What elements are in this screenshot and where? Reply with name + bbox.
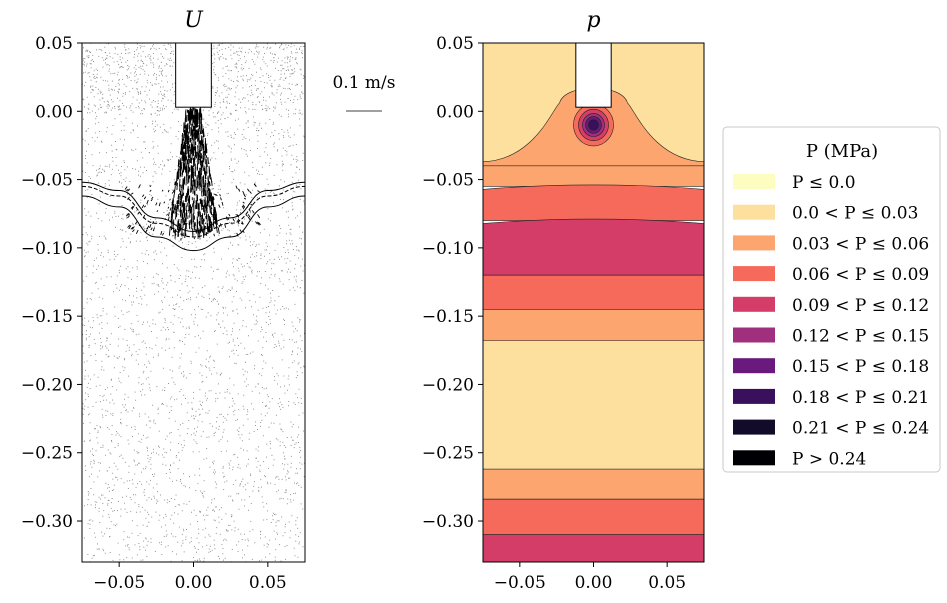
pressure-x-tick-label: 0.00 bbox=[575, 573, 613, 593]
legend-label: P ≤ 0.0 bbox=[792, 173, 856, 193]
velocity-front-curves bbox=[82, 181, 305, 252]
velocity-panel: U 0.05 0.00 −0.05 −0.10 −0.15 −0.20 −0.25 −0.30… bbox=[21, 8, 306, 593]
legend-label: 0.15 < P ≤ 0.18 bbox=[792, 357, 929, 377]
legend-label: 0.03 < P ≤ 0.06 bbox=[792, 234, 929, 254]
legend-swatch bbox=[733, 450, 775, 466]
velocity-y-tick-label: −0.20 bbox=[21, 375, 73, 395]
velocity-x-tick-label: 0.00 bbox=[175, 573, 213, 593]
pressure-contour-bands bbox=[483, 43, 704, 562]
legend-label: P > 0.24 bbox=[792, 449, 866, 469]
pressure-y-axis: 0.05 0.00 −0.05 −0.10 −0.15 −0.20 −0.25 −0.30 bbox=[422, 34, 483, 532]
velocity-x-tick-label: −0.05 bbox=[93, 573, 145, 593]
velocity-y-tick-label: 0.00 bbox=[35, 102, 73, 122]
pressure-y-tick-label: 0.00 bbox=[436, 102, 474, 122]
legend-swatch bbox=[733, 419, 775, 435]
velocity-y-tick-label: −0.25 bbox=[21, 444, 73, 464]
pressure-band bbox=[483, 274, 704, 310]
velocity-scale-label: 0.1 m/s bbox=[332, 73, 395, 93]
legend-swatch bbox=[733, 327, 775, 343]
pressure-y-tick-label: −0.15 bbox=[422, 307, 474, 327]
legend-label: 0.09 < P ≤ 0.12 bbox=[792, 296, 929, 316]
legend-swatch bbox=[733, 296, 775, 312]
pressure-y-tick-label: −0.05 bbox=[422, 171, 474, 191]
velocity-y-tick-label: −0.10 bbox=[21, 239, 73, 259]
pressure-legend: P (MPa) P ≤ 0.0 0.0 < P ≤ 0.03 0.03 < P ≤ … bbox=[722, 126, 941, 473]
pressure-panel: p 0.05 0.00 −0.05 −0.10 −0.15 −0.20 −0.25 −0.30… bbox=[422, 8, 705, 593]
pressure-x-tick-label: 0.05 bbox=[648, 573, 686, 593]
pressure-y-tick-label: 0.05 bbox=[436, 34, 474, 54]
pressure-band bbox=[483, 534, 704, 562]
pressure-band bbox=[483, 309, 704, 342]
pressure-tip-ring bbox=[588, 119, 599, 131]
legend-swatch bbox=[733, 204, 775, 220]
legend-entries: P ≤ 0.0 0.0 < P ≤ 0.03 0.03 < P ≤ 0.06 0.06… bbox=[733, 173, 929, 469]
velocity-y-axis: 0.05 0.00 −0.05 −0.10 −0.15 −0.20 −0.25 −0.30 bbox=[21, 34, 82, 532]
legend-label: 0.06 < P ≤ 0.09 bbox=[792, 265, 929, 285]
velocity-front-curve bbox=[82, 181, 305, 232]
pressure-panel-title: p bbox=[586, 8, 600, 33]
legend-label: 0.21 < P ≤ 0.24 bbox=[792, 419, 929, 439]
velocity-panel-title: U bbox=[184, 8, 204, 33]
pressure-band bbox=[483, 184, 704, 221]
legend-swatch bbox=[733, 358, 775, 374]
velocity-scale-key: 0.1 m/s bbox=[332, 73, 396, 112]
velocity-front-curve bbox=[82, 195, 305, 252]
velocity-nozzle bbox=[175, 42, 212, 108]
velocity-jet-vectors bbox=[124, 107, 261, 241]
legend-label: 0.0 < P ≤ 0.03 bbox=[792, 204, 918, 224]
velocity-y-tick-label: −0.15 bbox=[21, 307, 73, 327]
velocity-x-tick-label: 0.05 bbox=[249, 573, 287, 593]
pressure-y-tick-label: −0.10 bbox=[422, 239, 474, 259]
velocity-jet-arrows bbox=[124, 107, 261, 241]
pressure-nozzle bbox=[575, 42, 612, 108]
legend-frame bbox=[722, 126, 941, 473]
pressure-y-tick-label: −0.20 bbox=[422, 375, 474, 395]
legend-swatch bbox=[733, 174, 775, 189]
velocity-front-curve bbox=[82, 185, 305, 238]
legend-title: P (MPa) bbox=[806, 141, 878, 162]
legend-swatch bbox=[733, 235, 775, 251]
legend-label: 0.18 < P ≤ 0.21 bbox=[792, 388, 929, 408]
pressure-band bbox=[483, 218, 704, 276]
pressure-x-tick-label: −0.05 bbox=[494, 573, 546, 593]
velocity-y-tick-label: 0.05 bbox=[35, 34, 73, 54]
velocity-x-axis: −0.05 0.00 0.05 bbox=[93, 562, 287, 593]
pressure-x-axis: −0.05 0.00 0.05 bbox=[494, 562, 686, 593]
pressure-band bbox=[483, 468, 704, 500]
legend-swatch bbox=[733, 266, 775, 282]
pressure-y-tick-label: −0.30 bbox=[422, 512, 474, 532]
pressure-band bbox=[483, 340, 704, 470]
pressure-band bbox=[483, 498, 704, 535]
velocity-y-tick-label: −0.30 bbox=[21, 512, 73, 532]
legend-label: 0.12 < P ≤ 0.15 bbox=[792, 327, 929, 347]
legend-swatch bbox=[733, 388, 775, 404]
pressure-y-tick-label: −0.25 bbox=[422, 444, 474, 464]
velocity-y-tick-label: −0.05 bbox=[21, 171, 73, 191]
